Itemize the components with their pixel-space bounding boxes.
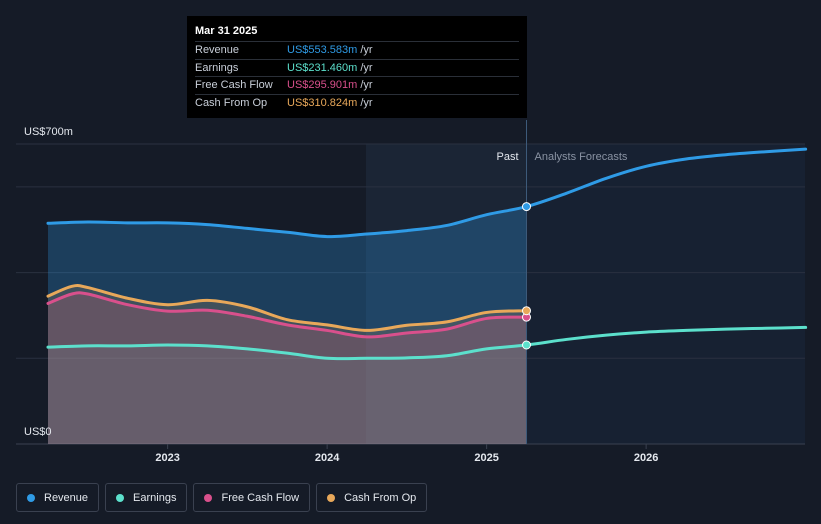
- series-line-earnings: [46, 325, 808, 361]
- tooltip-date: Mar 31 2025: [195, 25, 258, 37]
- area-fill-earnings: [48, 345, 527, 444]
- y-axis-bottom-label: US$0: [24, 426, 52, 438]
- legend-dot-icon: [116, 493, 125, 502]
- tooltip-value: US$310.824m: [287, 96, 358, 109]
- tooltip-row-cash-from-op: Cash From Op US$310.824m /yr: [195, 93, 519, 112]
- series-line-cash-from-op: [46, 284, 528, 332]
- legend: Revenue Earnings Free Cash Flow Cash Fro…: [16, 483, 428, 512]
- tooltip-label: Revenue: [195, 44, 240, 57]
- past-label: Past: [496, 151, 518, 163]
- series-line-revenue: [46, 147, 808, 239]
- tooltip-label: Earnings: [195, 61, 239, 74]
- tooltip-label: Free Cash Flow: [195, 79, 273, 92]
- area-fill-free-cash-flow: [48, 292, 527, 444]
- marker-cash-from-op: [522, 306, 531, 316]
- forecast-label: Analysts Forecasts: [535, 151, 628, 163]
- tooltip-unit: /yr: [360, 61, 373, 74]
- legend-label: Cash From Op: [344, 491, 417, 504]
- tooltip-label: Cash From Op: [195, 96, 268, 109]
- legend-item-cash-from-op[interactable]: Cash From Op: [316, 483, 428, 512]
- legend-label: Free Cash Flow: [221, 491, 300, 504]
- tooltip-row-free-cash-flow: Free Cash Flow US$295.901m /yr: [195, 76, 519, 94]
- legend-dot-icon: [27, 493, 35, 502]
- forecast-region: [526, 144, 805, 444]
- legend-item-revenue[interactable]: Revenue: [16, 483, 100, 512]
- tooltip-unit: /yr: [360, 79, 373, 92]
- chart-plot: Past Analysts Forecasts 2023 2024 2025 2026: [16, 120, 808, 464]
- legend-dot-icon: [204, 493, 213, 502]
- legend-item-free-cash-flow[interactable]: Free Cash Flow: [193, 483, 311, 512]
- tooltip-unit: /yr: [360, 96, 373, 109]
- tooltip-value: US$295.901m: [287, 79, 358, 92]
- tooltip-row-revenue: Revenue US$553.583m /yr: [195, 41, 519, 59]
- tooltip-row-earnings: Earnings US$231.460m /yr: [195, 58, 519, 77]
- legend-label: Earnings: [133, 491, 177, 504]
- legend-item-earnings[interactable]: Earnings: [105, 483, 188, 512]
- legend-dot-icon: [327, 493, 336, 502]
- marker-revenue: [522, 202, 531, 212]
- legend-label: Revenue: [44, 491, 89, 504]
- area-fill-cash-from-op: [48, 285, 527, 444]
- past-highlight-band: [366, 144, 527, 444]
- x-tick-label: 2023: [155, 452, 179, 464]
- tooltip: Mar 31 2025 Revenue US$553.583m /yr Earn…: [187, 16, 527, 118]
- x-tick-label: 2026: [634, 452, 658, 464]
- marker-earnings: [522, 340, 531, 350]
- tooltip-value: US$231.460m: [287, 61, 358, 74]
- tooltip-value: US$553.583m: [287, 44, 358, 57]
- x-tick-label: 2024: [315, 452, 340, 464]
- x-tick-label: 2025: [474, 452, 498, 464]
- tooltip-unit: /yr: [360, 44, 373, 57]
- series-line-free-cash-flow: [46, 291, 528, 339]
- y-axis-top-label: US$700m: [24, 126, 73, 138]
